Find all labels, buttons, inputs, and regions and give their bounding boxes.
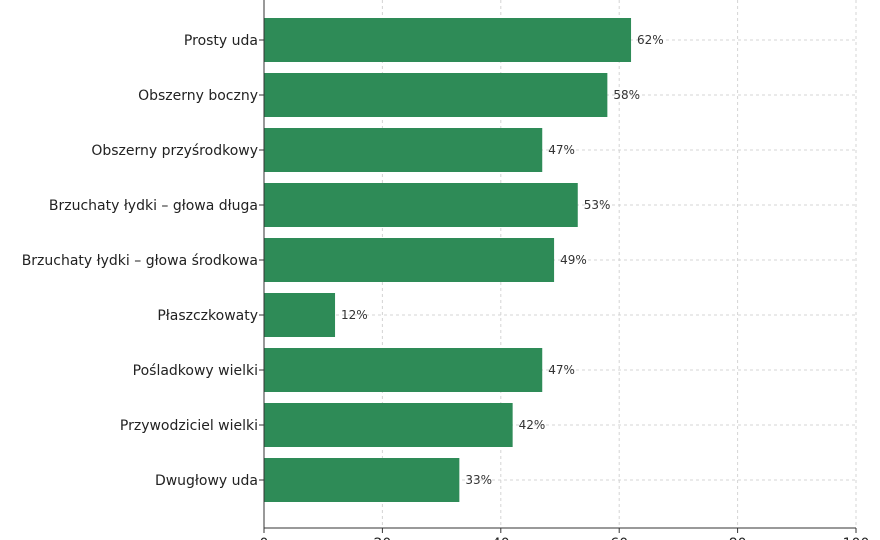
category-label: Obszerny przyśrodkowy (91, 143, 258, 159)
value-label: 58% (613, 88, 640, 102)
bar (264, 238, 555, 282)
value-label: 33% (465, 473, 492, 487)
category-label: Brzuchaty łydki – głowa długa (49, 198, 258, 214)
bar (264, 293, 336, 337)
x-tick-label: 60 (610, 536, 628, 540)
category-label: Obszerny boczny (138, 88, 258, 104)
value-label: 47% (548, 143, 575, 157)
x-tick-label: 40 (492, 536, 510, 540)
axis-layer (259, 0, 857, 533)
value-label: 42% (519, 418, 546, 432)
label-layer: 0 20 40 60 80 100 Prosty uda 62% Obszerny boczny… (22, 33, 870, 540)
bar (264, 73, 608, 117)
value-label: 12% (341, 308, 368, 322)
value-label: 49% (560, 253, 587, 267)
value-label: 53% (584, 198, 611, 212)
bar (264, 128, 543, 172)
x-tick-label: 0 (260, 536, 269, 540)
category-label: Prosty uda (184, 33, 258, 49)
bar-layer (264, 18, 632, 502)
bar (264, 183, 578, 227)
bar (264, 348, 543, 392)
category-label: Przywodziciel wielki (120, 418, 258, 434)
x-tick-label: 100 (843, 536, 870, 540)
bar (264, 403, 513, 447)
category-label: Dwugłowy uda (155, 473, 258, 489)
bar (264, 18, 632, 62)
category-label: Brzuchaty łydki – głowa środkowa (22, 253, 258, 269)
value-label: 47% (548, 363, 575, 377)
value-label: 62% (637, 33, 664, 47)
category-label: Płaszczkowaty (157, 308, 258, 324)
x-tick-label: 80 (729, 536, 747, 540)
category-label: Pośladkowy wielki (133, 363, 258, 379)
x-tick-label: 20 (373, 536, 391, 540)
bar (264, 458, 460, 502)
